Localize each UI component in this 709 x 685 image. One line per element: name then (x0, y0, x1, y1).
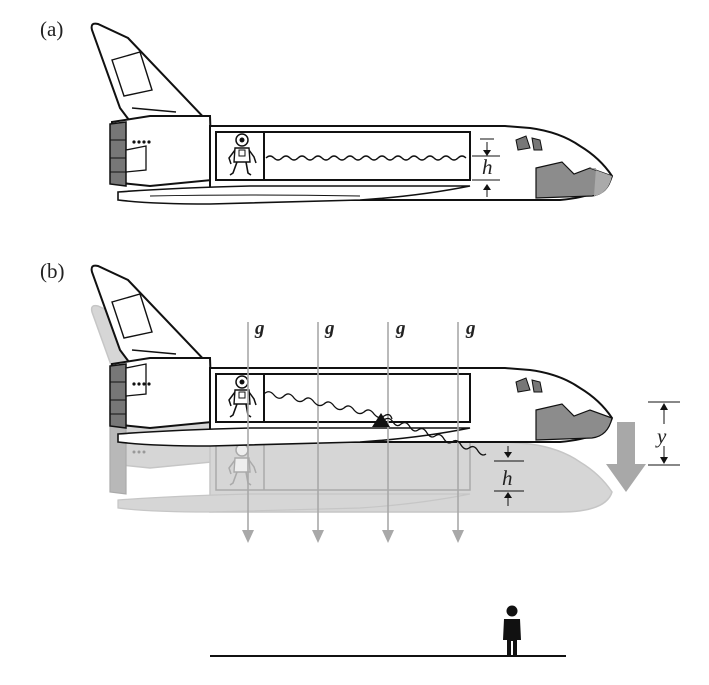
panel-a: (a) (40, 17, 614, 205)
gravity-label: g (465, 318, 476, 339)
gravity-label: g (254, 318, 265, 339)
spring-stretched (263, 391, 487, 456)
shuttle-a (90, 22, 614, 205)
gravity-arrow (312, 322, 324, 543)
height-marker-a: h (472, 138, 500, 201)
gravity-label: g (324, 318, 335, 339)
height-label-a: h (482, 155, 493, 179)
gravity-arrow (242, 322, 254, 543)
downward-motion-arrow (606, 422, 646, 492)
height-marker-b: h (494, 446, 524, 506)
standing-person-icon (503, 605, 521, 656)
displacement-marker: y (648, 401, 680, 466)
displacement-label: y (655, 424, 667, 448)
triangle-mass-icon (372, 413, 390, 427)
gravity-label: g (395, 318, 406, 339)
height-label-b: h (502, 466, 513, 490)
panel-b: (b) (40, 259, 680, 657)
panel-a-label: (a) (40, 17, 63, 41)
panel-b-label: (b) (40, 259, 65, 283)
shuttle-b (90, 264, 614, 447)
spring (265, 155, 467, 161)
gravity-arrow (452, 322, 464, 543)
